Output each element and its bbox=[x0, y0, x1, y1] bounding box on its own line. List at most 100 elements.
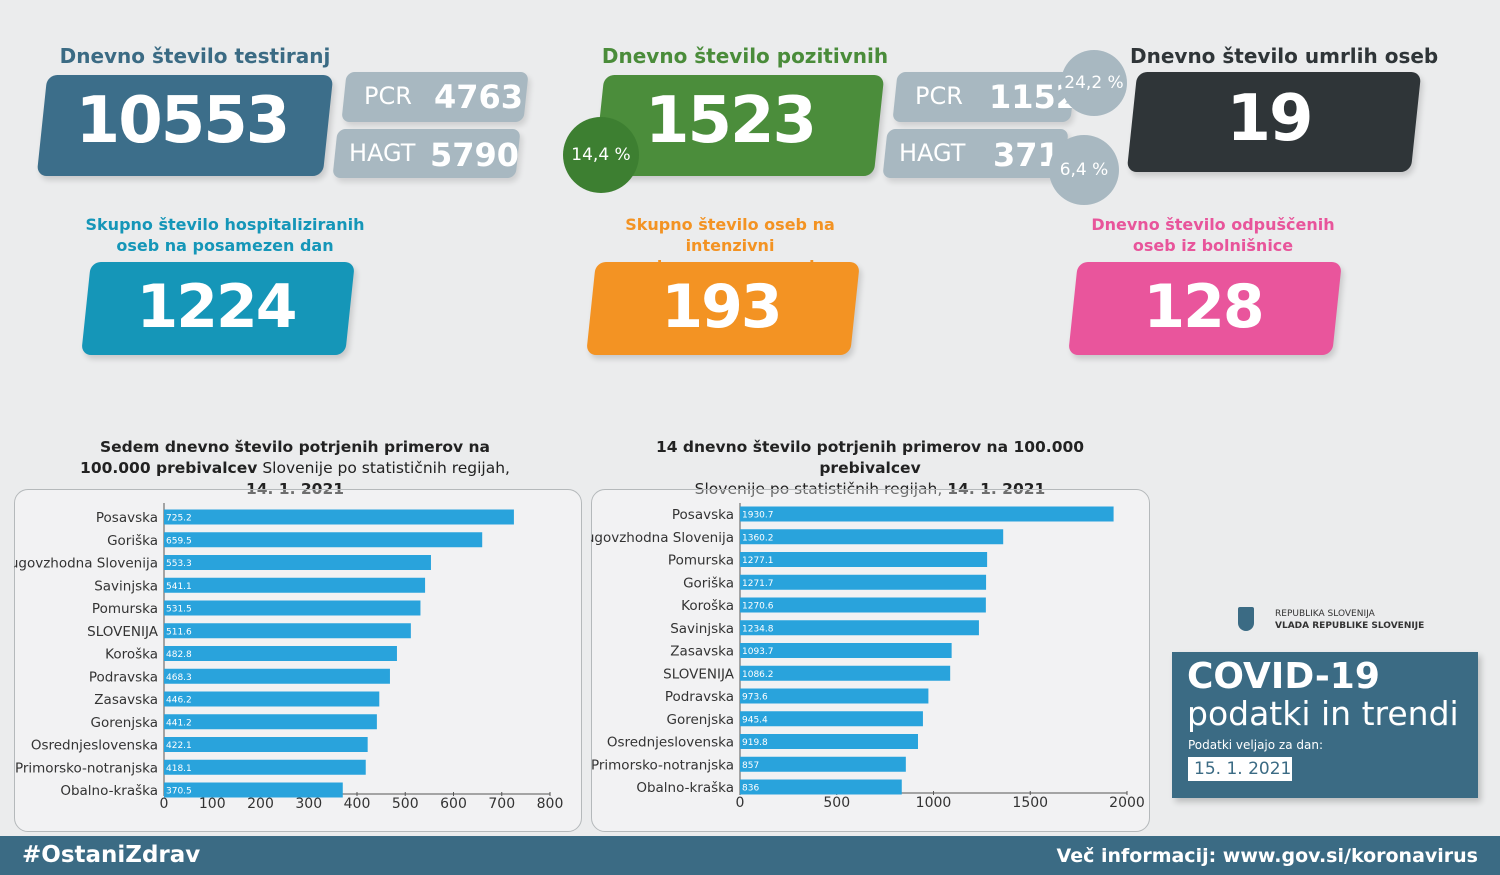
org-block: REPUBLIKA SLOVENIJA VLADA REPUBLIKE SLOV… bbox=[1275, 608, 1424, 632]
bar bbox=[164, 691, 380, 707]
org-line: VLADA REPUBLIKE SLOVENIJE bbox=[1275, 621, 1425, 631]
value-label: 370.5 bbox=[166, 787, 192, 797]
value-label: 973.6 bbox=[742, 693, 768, 703]
x-tick-label: 100 bbox=[199, 796, 226, 812]
value-label: 441.2 bbox=[166, 718, 192, 728]
category-label: Pomurska bbox=[92, 601, 158, 617]
category-label: Zasavska bbox=[94, 692, 158, 708]
category-label: Osrednjeslovenska bbox=[607, 735, 734, 751]
deaths-title: Dnevno število umrlih oseb bbox=[1130, 44, 1439, 68]
pcr-label: PCR bbox=[364, 82, 412, 110]
title-line: Skupno število hospitaliziranih bbox=[85, 215, 365, 234]
intensive-total: 193 bbox=[661, 272, 782, 342]
org-line: REPUBLIKA SLOVENIJA bbox=[1275, 609, 1375, 619]
category-label: Goriška bbox=[107, 533, 158, 549]
value-label: 446.2 bbox=[166, 696, 192, 706]
category-label: Savinjska bbox=[94, 578, 158, 594]
bar bbox=[164, 782, 343, 798]
hospitalized-total: 1224 bbox=[136, 272, 298, 342]
valid-date: 15. 1. 2021 bbox=[1188, 757, 1292, 781]
bar bbox=[740, 711, 923, 727]
chart: 0 500 1000 1500 2000 Posavska 1930.7 Jugovzhodn… bbox=[591, 503, 1145, 811]
bar bbox=[164, 759, 366, 775]
value-label: 1930.7 bbox=[742, 511, 774, 521]
category-label: Osrednjeslovenska bbox=[31, 738, 158, 754]
positives-title: Dnevno število pozitivnih bbox=[601, 44, 889, 68]
tests-total: 10553 bbox=[75, 84, 291, 158]
value-label: 1271.7 bbox=[742, 579, 774, 589]
bar bbox=[164, 555, 431, 570]
value-label: 553.3 bbox=[166, 559, 192, 569]
hagt-share: 6,4 % bbox=[1049, 135, 1119, 205]
pcr-value: 4763 bbox=[434, 78, 524, 116]
x-tick-label: 0 bbox=[160, 796, 169, 812]
bar bbox=[164, 532, 483, 548]
x-tick-label: 800 bbox=[537, 796, 564, 812]
discharged-total: 128 bbox=[1143, 272, 1264, 342]
x-tick-label: 500 bbox=[392, 796, 419, 812]
value-label: 1234.8 bbox=[742, 624, 774, 634]
category-label: Gorenjska bbox=[667, 712, 734, 728]
category-label: Savinjska bbox=[670, 621, 734, 637]
title-line: Skupno število oseb na intenzivni bbox=[625, 215, 835, 255]
bar bbox=[740, 643, 952, 658]
value-label: 857 bbox=[742, 761, 759, 771]
x-tick-label: 0 bbox=[736, 795, 745, 811]
category-label: Posavska bbox=[96, 510, 158, 526]
chart-title: Sedem dnevno število potrjenih primerov … bbox=[80, 438, 490, 477]
x-tick-label: 400 bbox=[344, 796, 371, 812]
chart-title: 14 dnevno število potrjenih primerov na … bbox=[655, 438, 1085, 477]
x-tick-label: 200 bbox=[247, 796, 274, 812]
category-label: SLOVENIJA bbox=[663, 666, 735, 682]
chart-title-block: Sedem dnevno število potrjenih primerov … bbox=[70, 437, 520, 500]
pcr-share: 24,2 % bbox=[1061, 50, 1127, 116]
title-line: Dnevno število odpuščenih bbox=[1091, 215, 1335, 234]
bar bbox=[164, 668, 390, 684]
discharged-title: Dnevno število odpuščenih oseb iz bolniš… bbox=[1063, 214, 1363, 256]
bar bbox=[740, 529, 1004, 545]
valid-label: Podatki veljajo za dan: bbox=[1188, 738, 1324, 752]
category-label: Posavska bbox=[672, 507, 734, 523]
pos-hagt-label: HAGT bbox=[899, 139, 966, 167]
bar bbox=[740, 688, 929, 704]
title-line: oseb iz bolnišnice bbox=[1132, 236, 1294, 255]
bar bbox=[164, 623, 411, 639]
hagt-label: HAGT bbox=[349, 139, 416, 167]
value-label: 1093.7 bbox=[742, 647, 774, 657]
value-label: 468.3 bbox=[166, 673, 192, 683]
value-label: 531.5 bbox=[166, 605, 192, 615]
x-tick-label: 1500 bbox=[1012, 795, 1048, 811]
x-tick-label: 2000 bbox=[1109, 795, 1145, 811]
value-label: 945.4 bbox=[742, 715, 768, 725]
value-label: 725.2 bbox=[166, 514, 192, 524]
category-label: Podravska bbox=[665, 689, 734, 705]
value-label: 919.8 bbox=[742, 738, 768, 748]
category-label: Jugovzhodna Slovenija bbox=[14, 556, 158, 572]
bar bbox=[740, 506, 1114, 522]
value-label: 541.1 bbox=[166, 582, 192, 592]
bar bbox=[164, 714, 377, 730]
bar bbox=[740, 620, 979, 636]
brand-subtitle: podatki in trendi bbox=[1187, 694, 1459, 733]
x-tick-label: 600 bbox=[440, 796, 467, 812]
category-label: SLOVENIJA bbox=[87, 624, 159, 640]
tests-title: Dnevno število testiranj bbox=[59, 44, 331, 68]
coat-of-arms bbox=[1238, 607, 1254, 631]
bar bbox=[164, 646, 397, 661]
positives-total: 1523 bbox=[644, 84, 817, 158]
chart-subtitle: Slovenije po statističnih regijah, bbox=[262, 459, 510, 477]
hashtag: #OstaniZdrav bbox=[22, 842, 201, 868]
bar bbox=[164, 577, 426, 593]
bar bbox=[740, 779, 902, 795]
category-label: Jugovzhodna Slovenija bbox=[591, 530, 734, 546]
bar bbox=[740, 756, 906, 772]
category-label: Zasavska bbox=[670, 644, 734, 660]
bar bbox=[164, 737, 368, 752]
chart-panel bbox=[591, 489, 1150, 832]
bar bbox=[164, 509, 514, 525]
pos-pcr-label: PCR bbox=[915, 82, 963, 110]
value-label: 1270.6 bbox=[742, 602, 774, 612]
category-label: Koroška bbox=[105, 647, 158, 663]
